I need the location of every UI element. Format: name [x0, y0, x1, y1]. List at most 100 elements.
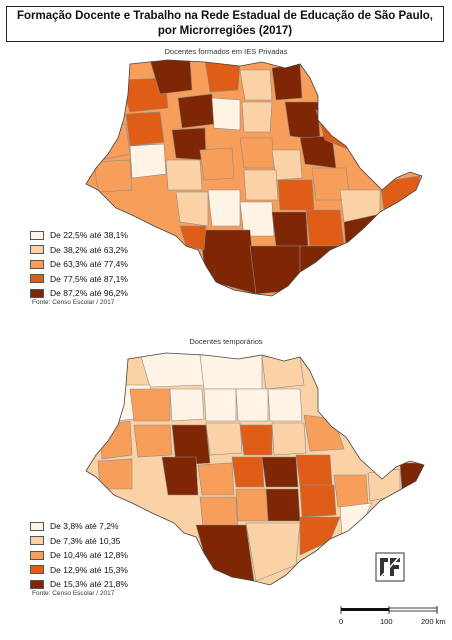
map-2-region	[399, 462, 424, 492]
map-1-region	[149, 60, 193, 95]
map-1	[85, 59, 423, 297]
map-2-region	[235, 488, 269, 522]
legend-item: De 15,3% até 21,8%	[30, 577, 128, 592]
map-1-region	[249, 245, 301, 295]
map-2-region	[267, 388, 303, 422]
map-2-region	[199, 354, 263, 390]
scale-tick-label: 200 km	[421, 617, 446, 626]
legend-swatch	[30, 550, 44, 560]
map-2-region	[203, 388, 237, 422]
legend-item: De 22,5% até 38,1%	[30, 228, 128, 243]
legend-label: De 22,5% até 38,1%	[50, 230, 128, 241]
legend-item: De 87,2% até 96,2%	[30, 286, 128, 301]
map-1-region	[211, 97, 241, 131]
scale-bar	[340, 606, 438, 614]
map-1-region	[243, 169, 279, 201]
map-1-region	[177, 93, 215, 129]
map-1-region	[207, 189, 241, 227]
map-1-outline	[85, 59, 423, 297]
legend-swatch	[30, 521, 44, 531]
legend-swatch	[30, 274, 44, 284]
legend-item: De 38,2% até 63,2%	[30, 243, 128, 258]
map-1-region	[93, 159, 133, 193]
map-2-region	[169, 388, 205, 422]
map-1-region	[199, 147, 235, 181]
map-1-region	[129, 143, 167, 179]
map-2-region	[303, 414, 345, 452]
map-2-region	[99, 420, 133, 460]
legend-swatch	[30, 245, 44, 255]
map-2-region	[97, 458, 133, 490]
map-2-region	[261, 356, 305, 390]
legend-item: De 10,4% até 12,8%	[30, 548, 128, 563]
legend-label: De 87,2% até 96,2%	[50, 288, 128, 299]
map-1-region	[271, 211, 309, 247]
map-2-region	[231, 456, 265, 488]
legend-swatch	[30, 565, 44, 575]
legend-label: De 10,4% até 12,8%	[50, 550, 128, 561]
map-1-source: Fonte: Censo Escolar / 2017	[32, 299, 115, 306]
map-1-region	[277, 179, 315, 211]
map-1-region	[305, 209, 345, 247]
map-2-region	[205, 422, 243, 456]
map-2-region	[171, 424, 211, 466]
map-1-region	[379, 175, 421, 211]
map-2-region	[367, 468, 401, 502]
map-2-region	[133, 424, 173, 458]
map-1-region	[199, 229, 257, 295]
legend-item: De 12,9% até 15,3%	[30, 563, 128, 578]
map-1-region	[239, 137, 275, 169]
map-2-region	[139, 353, 205, 388]
map-1-title: Docentes formados em IES Privadas	[164, 47, 288, 56]
legend-label: De 63,3% até 77,4%	[50, 259, 128, 270]
map-2-region	[299, 484, 337, 518]
legend-swatch	[30, 579, 44, 589]
map-1-region	[165, 159, 203, 191]
map-2-title: Docentes temporários	[189, 337, 263, 346]
map-1-region	[239, 69, 273, 101]
map-title: Formação Docente e Trabalho na Rede Esta…	[16, 10, 434, 37]
map-1-region	[204, 60, 241, 93]
legend-swatch	[30, 259, 44, 269]
map-1-region	[239, 201, 275, 237]
legend-label: De 38,2% até 63,2%	[50, 244, 128, 255]
map-2-source: Fonte: Censo Escolar / 2017	[32, 590, 115, 597]
map-title-box: Formação Docente e Trabalho na Rede Esta…	[6, 6, 444, 42]
map-2-legend: De 3,8% até 7,2% De 7,3% até 10,35 De 10…	[30, 519, 128, 592]
map-2-region	[239, 424, 273, 456]
map-2	[85, 352, 425, 586]
map-1-region	[179, 225, 207, 251]
map-2-region	[265, 488, 301, 522]
scale-tick-label: 0	[339, 617, 344, 626]
legend-label: De 7,3% até 10,35	[50, 535, 121, 546]
legend-swatch	[30, 288, 44, 298]
map-2-region	[271, 422, 307, 456]
legend-item: De 3,8% até 7,2%	[30, 519, 128, 534]
map-2-region	[339, 502, 373, 536]
legend-item: De 77,5% até 87,1%	[30, 272, 128, 287]
legend-item: De 7,3% até 10,35	[30, 534, 128, 549]
map-2-region	[161, 456, 199, 496]
map-1-region	[241, 101, 273, 133]
map-2-region	[129, 388, 171, 422]
map-2-outline	[85, 352, 425, 586]
map-1-region	[284, 101, 321, 141]
map-1-region	[125, 111, 165, 147]
scale-tick-label: 100	[380, 617, 393, 626]
map-1-legend: De 22,5% até 38,1% De 38,2% até 63,2% De…	[30, 228, 128, 301]
map-1-region	[97, 123, 131, 161]
institution-logo-icon	[375, 552, 405, 582]
legend-label: De 3,8% até 7,2%	[50, 521, 119, 532]
legend-label: De 12,9% até 15,3%	[50, 564, 128, 575]
legend-item: De 63,3% até 77,4%	[30, 257, 128, 272]
map-2-region	[295, 454, 333, 486]
map-2-region	[235, 388, 269, 422]
legend-label: De 15,3% até 21,8%	[50, 579, 128, 590]
map-1-region	[175, 191, 209, 227]
map-2-region	[261, 456, 299, 488]
map-2-region	[197, 462, 235, 496]
legend-label: De 77,5% até 87,1%	[50, 273, 128, 284]
legend-swatch	[30, 230, 44, 240]
map-1-region	[271, 63, 303, 101]
map-2-region	[195, 524, 255, 582]
